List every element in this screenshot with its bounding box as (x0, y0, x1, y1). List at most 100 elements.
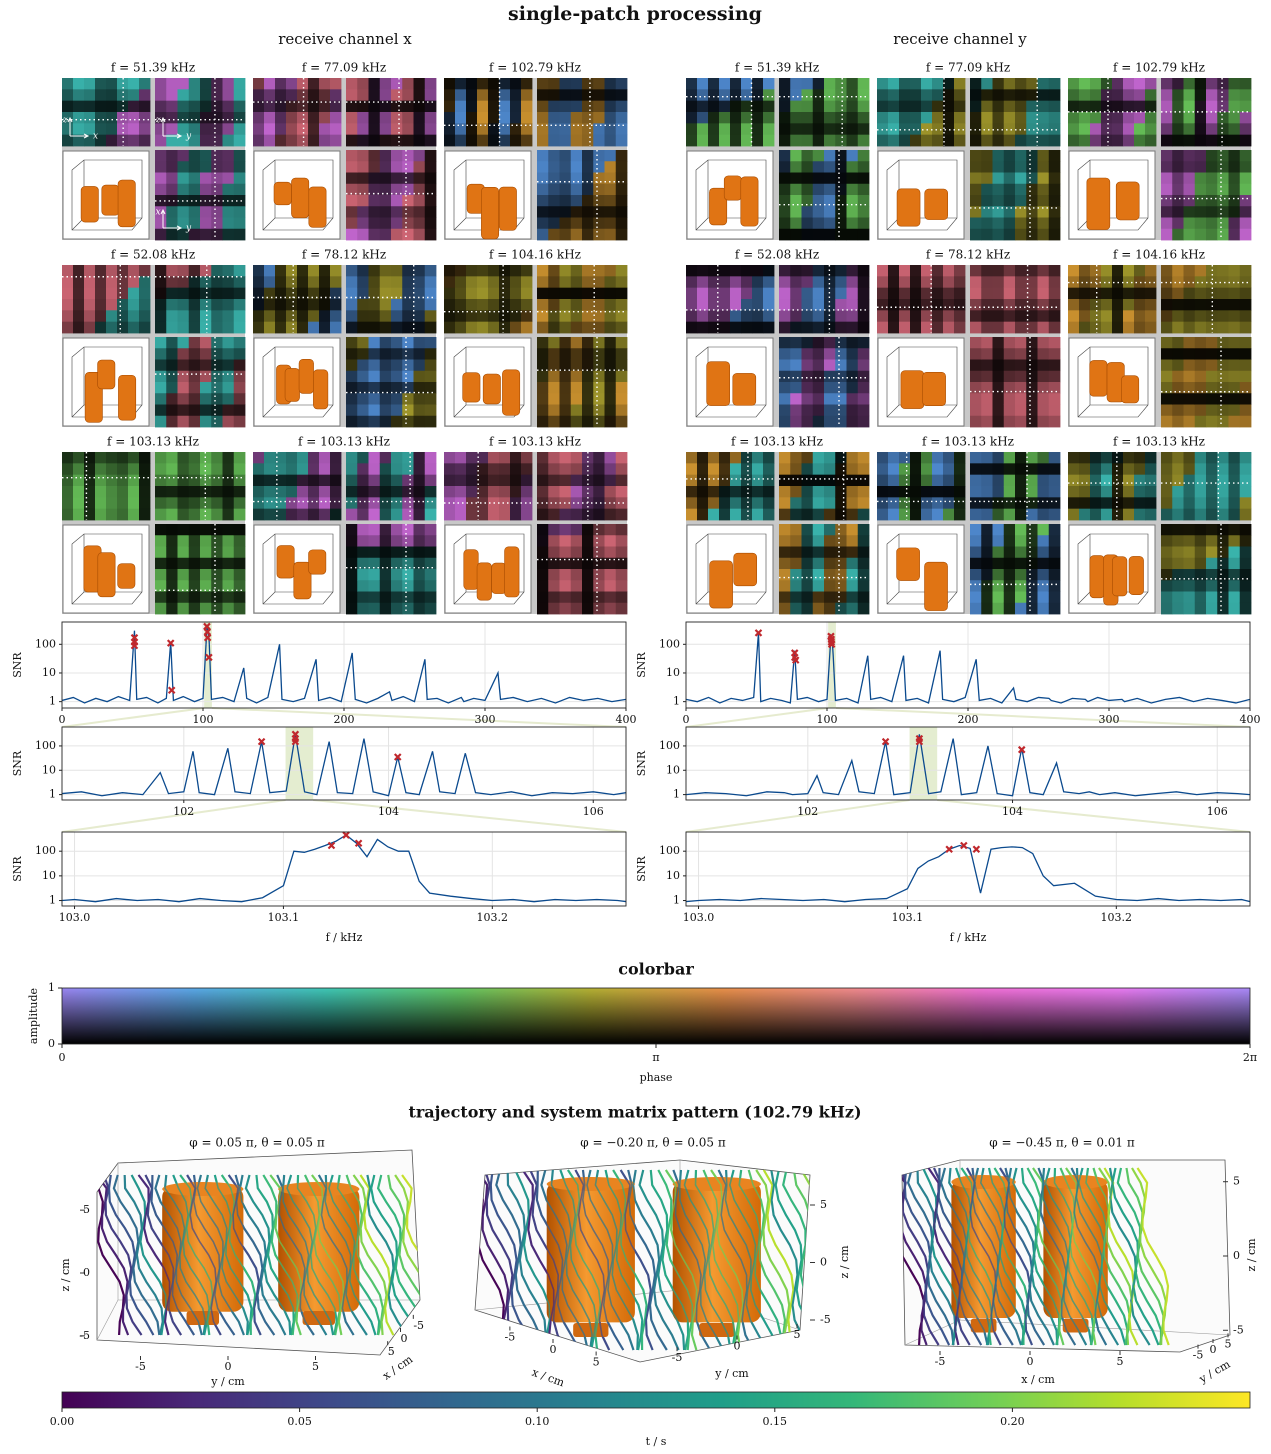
heatmap-cell (1068, 299, 1080, 311)
panel-title: φ = −0.45 π, θ = 0.01 π (989, 1136, 1135, 1150)
heatmap-cell (992, 228, 1005, 241)
trajectory (113, 1174, 161, 1336)
heatmap-cell (106, 134, 118, 147)
heatmap-cell (790, 134, 802, 147)
heatmap-cell (200, 337, 212, 349)
x-tick-label: 106 (1207, 805, 1228, 818)
y-tick-label: 1 (673, 788, 680, 801)
heatmap-cell (466, 287, 478, 300)
y-axis-label: SNR (11, 750, 24, 776)
heatmap-cell (943, 310, 955, 323)
heatmap-cell (413, 310, 426, 323)
heatmap-cell (697, 134, 709, 147)
heatmap-cell (391, 183, 403, 196)
heatmap-cell (233, 359, 246, 372)
heatmap-cell (1048, 183, 1061, 196)
heatmap-cell (1217, 569, 1229, 581)
heatmap-cell (319, 497, 331, 510)
heatmap-cell (155, 370, 167, 383)
heatmap-cell (233, 404, 246, 417)
heatmap-cell (1194, 393, 1207, 405)
heatmap-cell (499, 134, 511, 147)
heatmap-cell (1015, 359, 1027, 372)
heatmap-cell (615, 206, 628, 218)
heatmap-cell (166, 206, 178, 218)
heatmap-cell (510, 463, 522, 476)
heatmap-cell (391, 100, 403, 113)
y-tick-label: 100 (659, 844, 680, 857)
heatmap-cell (73, 287, 85, 300)
heatmap-cell (812, 287, 825, 300)
heatmap-cell (570, 580, 583, 592)
heatmap-cell (346, 321, 358, 334)
y-tick-label: 5 (794, 1328, 801, 1341)
heatmap-cell (1037, 508, 1050, 521)
heatmap-cell (346, 100, 358, 113)
heatmap-cell (752, 474, 764, 487)
heatmap-cell (188, 524, 201, 536)
heatmap-cell (1217, 123, 1229, 136)
heatmap-cell (1206, 415, 1218, 428)
heatmap-cell (548, 217, 560, 230)
heatmap-cell (857, 287, 870, 300)
heatmap-cell (95, 508, 107, 521)
heatmap-cell (379, 569, 392, 581)
thumbnail (444, 265, 628, 428)
heatmap-cell (824, 183, 836, 196)
heatmap-cell (1183, 591, 1196, 604)
heatmap-cell (824, 524, 836, 536)
heatmap-cell (1048, 404, 1061, 417)
heatmap-cell (466, 452, 478, 464)
heatmap-cell (233, 78, 246, 90)
heatmap-cell (1161, 415, 1173, 428)
heatmap-cell (177, 89, 190, 102)
heatmap-cell (402, 415, 414, 428)
heatmap-cell (424, 497, 437, 510)
heatmap-cell (222, 404, 235, 417)
heatmap-cell (413, 486, 426, 498)
heatmap-cell (1206, 228, 1218, 241)
heatmap-cell (604, 310, 617, 323)
heatmap-cell (368, 123, 381, 136)
panel-label: f = 78.12 kHz (302, 248, 386, 262)
heatmap-cell (877, 89, 889, 102)
heatmap-cell (857, 591, 870, 604)
heatmap-cell (357, 348, 369, 360)
heatmap-cell (308, 265, 320, 277)
heatmap-cell (188, 569, 201, 581)
heatmap-cell (188, 228, 201, 241)
heatmap-cell (1206, 150, 1218, 162)
heatmap-cell (139, 486, 151, 498)
heatmap-cell (139, 321, 151, 334)
heatmap-cell (846, 370, 859, 383)
heatmap-cell (741, 287, 753, 300)
heatmap-cell (1037, 150, 1050, 162)
heatmap-cell (1172, 195, 1184, 207)
heatmap-cell (402, 310, 414, 323)
heatmap-cell (233, 299, 246, 311)
heatmap-cell (604, 287, 617, 300)
heatmap-cell (73, 100, 85, 113)
heatmap-cell (582, 134, 594, 147)
iso-surface (1128, 556, 1144, 595)
heatmap-cell (188, 100, 201, 113)
heatmap-cell (899, 299, 911, 311)
heatmap-cell (615, 89, 628, 102)
heatmap-cell (1172, 287, 1184, 300)
heatmap-cell (981, 404, 993, 417)
heatmap-cell (346, 78, 358, 90)
trajectory (245, 1174, 292, 1336)
x-axis-label: t / s (646, 1435, 667, 1448)
heatmap-cell (211, 183, 223, 196)
heatmap-cell (992, 337, 1005, 349)
heatmap-cell (379, 474, 392, 487)
heatmap-cell (286, 321, 298, 334)
heatmap-cell (1194, 348, 1207, 360)
heatmap-cell (970, 546, 982, 559)
heatmap-cell (1003, 569, 1016, 581)
heatmap-cell (570, 382, 583, 394)
heatmap-cell (970, 404, 982, 417)
trajectory (204, 1174, 249, 1336)
heatmap-cell (812, 321, 825, 334)
heatmap-cell (444, 123, 456, 136)
